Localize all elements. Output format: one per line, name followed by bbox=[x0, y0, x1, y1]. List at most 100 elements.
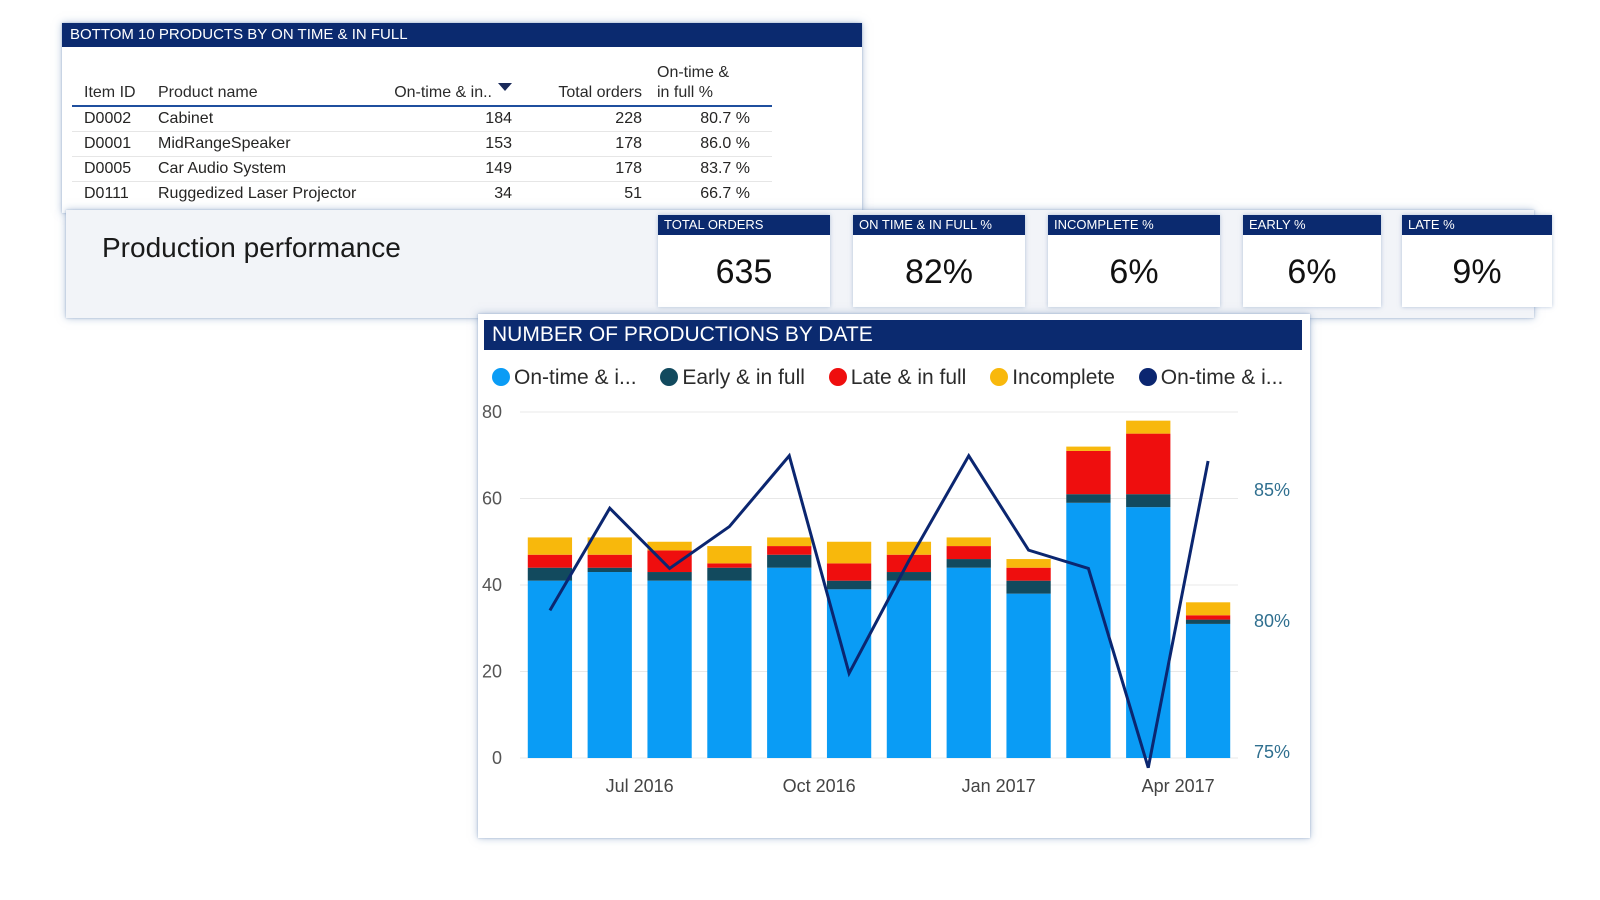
kpi-card-incomplete[interactable]: INCOMPLETE % 6% bbox=[1048, 215, 1220, 307]
table-row[interactable]: D0001 MidRangeSpeaker 153 178 86.0 % bbox=[72, 132, 772, 157]
table-title: BOTTOM 10 PRODUCTS BY ON TIME & IN FULL bbox=[62, 23, 862, 47]
table-row[interactable]: D0002 Cabinet 184 228 80.7 % bbox=[72, 107, 772, 132]
total-orders-cell: 178 bbox=[615, 160, 642, 177]
section-title: Production performance bbox=[102, 232, 401, 263]
bar-segment bbox=[1066, 446, 1111, 451]
y-tick-label: 0 bbox=[492, 748, 502, 768]
column-header-pct-line1: On-time & bbox=[657, 64, 730, 81]
item-id-cell: D0001 bbox=[84, 135, 132, 152]
bar-segment bbox=[1066, 494, 1111, 503]
bar-segment bbox=[886, 541, 932, 555]
legend-label: On-time & i... bbox=[514, 366, 637, 389]
table-row[interactable]: D0005 Car Audio System 149 178 83.7 % bbox=[72, 157, 772, 182]
y-tick-label: 80 bbox=[482, 402, 502, 422]
column-header-pct-line2: in full % bbox=[657, 84, 714, 101]
legend-item-early[interactable]: Early & in full bbox=[660, 366, 805, 390]
kpi-value: 6% bbox=[1109, 253, 1159, 291]
on-time-pct-cell: 80.7 % bbox=[700, 110, 750, 127]
table-header-row: Item ID Product name On-time & in.. Tota… bbox=[72, 55, 772, 107]
item-id-cell: D0111 bbox=[84, 185, 129, 202]
bar-segment bbox=[946, 559, 991, 568]
legend-label: Incomplete bbox=[1012, 366, 1115, 389]
bar-segment bbox=[587, 567, 632, 573]
legend-label: Late & in full bbox=[850, 366, 967, 389]
bar-segment bbox=[647, 572, 692, 581]
bar-segment bbox=[587, 554, 632, 568]
product-name-cell: Car Audio System bbox=[158, 160, 287, 177]
bar-segment bbox=[1185, 619, 1231, 624]
legend-item-incomplete[interactable]: Incomplete bbox=[990, 366, 1115, 390]
kpi-label: EARLY % bbox=[1243, 215, 1381, 235]
legend-item-on-time[interactable]: On-time & i... bbox=[492, 366, 637, 390]
bar-segment bbox=[1185, 623, 1231, 758]
y-tick-label: 60 bbox=[482, 489, 502, 509]
on-time-cell: 184 bbox=[485, 110, 512, 127]
sort-descending-icon[interactable] bbox=[498, 82, 512, 91]
chart-title: NUMBER OF PRODUCTIONS BY DATE bbox=[484, 320, 1302, 350]
x-tick-label: Jan 2017 bbox=[962, 776, 1036, 796]
on-time-pct-line bbox=[548, 452, 1210, 769]
legend-dot-icon bbox=[1138, 368, 1157, 386]
kpi-label: LATE % bbox=[1402, 215, 1552, 235]
x-tick-label: Jul 2016 bbox=[606, 776, 674, 796]
bar-segment bbox=[826, 563, 872, 581]
bar-segment bbox=[1126, 420, 1171, 434]
productions-chart: 0 20 40 60 80 75% 80% 85% Jul 2016 Oct 2016 Jan 20… bbox=[482, 402, 1290, 796]
legend-dot-icon bbox=[660, 368, 679, 386]
table-row[interactable]: D0111 Ruggedized Laser Projector 34 51 6… bbox=[72, 182, 772, 206]
bar-segment bbox=[1006, 559, 1051, 568]
bar-segment bbox=[1066, 450, 1111, 495]
column-header-product-name[interactable]: Product name bbox=[158, 84, 258, 101]
item-id-cell: D0005 bbox=[84, 160, 132, 177]
x-tick-label: Apr 2017 bbox=[1142, 776, 1215, 796]
y-tick-label: 40 bbox=[482, 575, 502, 595]
bottom-products-panel: BOTTOM 10 PRODUCTS BY ON TIME & IN FULL … bbox=[62, 23, 862, 213]
bar-segment bbox=[527, 567, 573, 581]
bar-segment bbox=[946, 567, 991, 758]
bar-segment bbox=[707, 567, 752, 581]
kpi-card-late[interactable]: LATE % 9% bbox=[1402, 215, 1552, 307]
kpi-card-early[interactable]: EARLY % 6% bbox=[1243, 215, 1381, 307]
total-orders-cell: 178 bbox=[615, 135, 642, 152]
item-id-cell: D0002 bbox=[84, 110, 132, 127]
kpi-value: 82% bbox=[904, 253, 974, 291]
legend-label: On-time & i... bbox=[1160, 366, 1284, 389]
legend-dot-icon bbox=[990, 368, 1009, 386]
on-time-pct-cell: 83.7 % bbox=[700, 160, 750, 177]
column-header-on-time-pct[interactable]: On-time & in full % bbox=[657, 63, 757, 103]
bar-segment bbox=[527, 580, 573, 758]
bar-segment bbox=[587, 572, 632, 758]
bar-segment bbox=[767, 537, 812, 547]
product-name-cell: MidRangeSpeaker bbox=[158, 135, 291, 152]
bar-segment bbox=[647, 580, 692, 758]
kpi-value: 635 bbox=[715, 253, 773, 291]
on-time-pct-cell: 66.7 % bbox=[700, 185, 750, 202]
kpi-card-total-orders[interactable]: TOTAL ORDERS 635 bbox=[658, 215, 830, 307]
column-header-item-id[interactable]: Item ID bbox=[84, 84, 136, 101]
column-header-on-time-label: On-time & in.. bbox=[394, 84, 492, 101]
bar-segment bbox=[1006, 567, 1051, 581]
bar-segment bbox=[767, 546, 812, 555]
bar-segment bbox=[1066, 502, 1111, 758]
product-name-cell: Cabinet bbox=[158, 110, 214, 127]
total-orders-cell: 228 bbox=[615, 110, 642, 127]
bar-segment bbox=[1006, 593, 1051, 758]
on-time-cell: 34 bbox=[494, 185, 512, 202]
bar-segment bbox=[527, 537, 573, 555]
total-orders-cell: 51 bbox=[624, 185, 642, 202]
column-header-on-time[interactable]: On-time & in.. bbox=[372, 82, 512, 103]
kpi-value: 9% bbox=[1452, 253, 1502, 291]
x-tick-label: Oct 2016 bbox=[783, 776, 856, 796]
column-header-total-orders[interactable]: Total orders bbox=[558, 84, 642, 101]
bar-segment bbox=[1185, 602, 1231, 616]
y2-tick-label: 75% bbox=[1254, 742, 1290, 762]
chart-legend: On-time & i... Early & in full Late & in… bbox=[492, 366, 1301, 390]
bar-segment bbox=[767, 554, 812, 568]
on-time-pct-cell: 86.0 % bbox=[700, 135, 750, 152]
legend-item-late[interactable]: Late & in full bbox=[828, 366, 967, 390]
bar-segment bbox=[826, 541, 872, 564]
on-time-cell: 149 bbox=[485, 160, 512, 177]
bar-segment bbox=[1006, 580, 1051, 594]
kpi-card-on-time-in-full[interactable]: ON TIME & IN FULL % 82% bbox=[853, 215, 1025, 307]
legend-item-on-time-pct[interactable]: On-time & i... bbox=[1138, 366, 1284, 390]
